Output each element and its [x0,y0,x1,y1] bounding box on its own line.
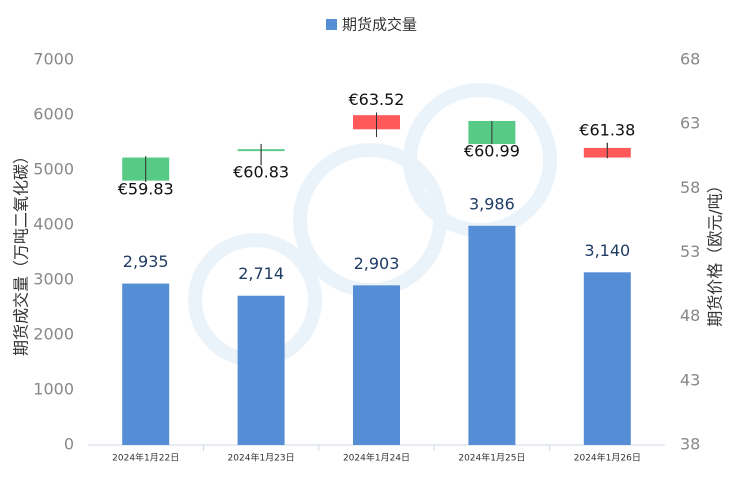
legend-label: 期货成交量 [342,16,417,34]
y2-tick-label: 38 [680,435,700,454]
price-label: €60.99 [464,142,520,161]
y-tick-label: 7000 [33,50,74,69]
x-tick-label: 2024年1月26日 [574,452,641,464]
bar [122,283,170,445]
y-tick-label: 3000 [33,270,74,289]
bar-value-label: 2,903 [354,254,400,273]
y2-tick-label: 63 [680,114,700,133]
y-tick-label: 1000 [33,380,74,399]
price-label: €61.38 [579,120,635,139]
x-tick-label: 2024年1月22日 [112,452,179,464]
y-tick-label: 2000 [33,325,74,344]
y2-tick-label: 53 [680,242,700,261]
bar [468,225,516,445]
y2-tick-label: 58 [680,178,700,197]
x-tick-label: 2024年1月25日 [458,452,525,464]
bar [353,285,400,445]
price-label: €60.83 [233,163,289,182]
y2-axis-title: 期货价格（欧元/吨） [706,177,725,326]
bar-value-label: 3,986 [469,194,515,213]
price-label: €63.52 [349,90,405,109]
y2-tick-label: 48 [680,306,700,325]
y-tick-label: 0 [64,435,74,454]
bar-value-label: 3,140 [584,241,630,260]
y2-tick-label: 68 [680,50,700,69]
y-tick-label: 4000 [33,215,74,234]
price-label: €59.83 [118,179,174,198]
bar [583,272,631,445]
y2-tick-label: 43 [680,370,700,389]
y-axis-title: 期货成交量（万吨二氧化碳） [12,148,31,356]
bar-value-label: 2,714 [238,264,284,283]
legend-swatch [326,19,337,30]
y-tick-label: 5000 [33,160,74,179]
y-tick-label: 6000 [33,105,74,124]
bar [237,295,285,445]
x-tick-label: 2024年1月24日 [343,452,410,464]
bar-value-label: 2,935 [123,252,169,271]
x-tick-label: 2024年1月23日 [228,452,295,464]
